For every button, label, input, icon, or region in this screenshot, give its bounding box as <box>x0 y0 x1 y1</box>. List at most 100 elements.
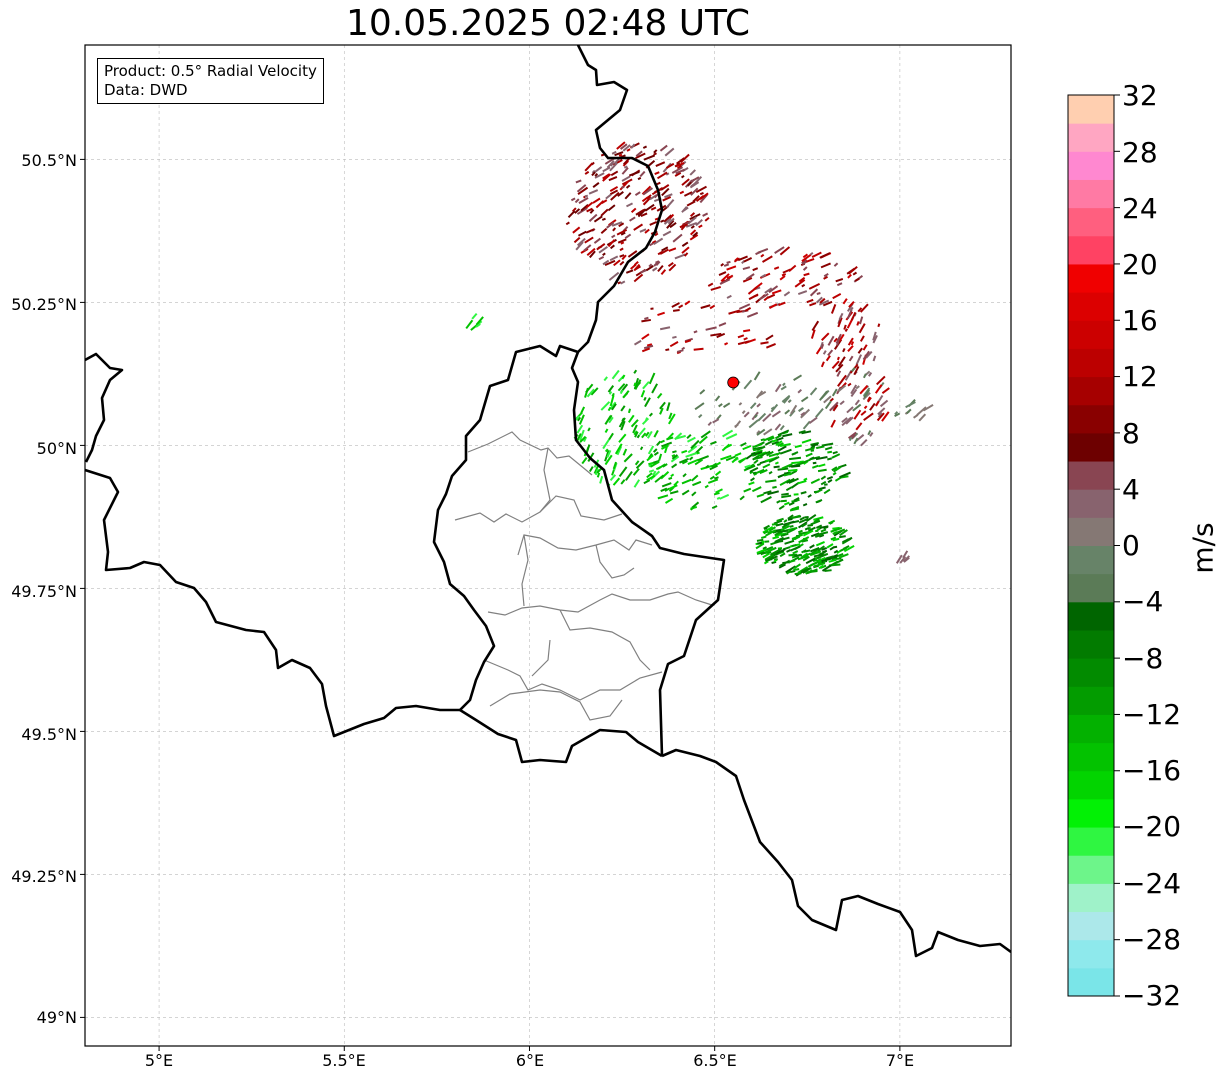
velocity-echo <box>787 559 796 564</box>
data-source-label: Data: DWD <box>104 81 188 99</box>
velocity-echo <box>734 452 742 457</box>
velocity-echo <box>633 479 641 488</box>
border-germany-france <box>661 748 1011 958</box>
velocity-echo <box>862 392 871 401</box>
velocity-echo <box>683 252 689 257</box>
velocity-echo <box>774 423 782 431</box>
velocity-echo <box>753 456 763 461</box>
colorbar-swatch <box>1068 770 1114 800</box>
velocity-echo <box>604 157 615 165</box>
velocity-echo <box>618 222 625 228</box>
velocity-echo <box>789 525 794 528</box>
velocity-echo <box>602 252 606 256</box>
velocity-echo <box>616 229 628 236</box>
velocity-echo <box>704 217 710 222</box>
velocity-echo <box>608 271 620 281</box>
velocity-echo <box>808 526 816 532</box>
velocity-echo <box>779 442 791 448</box>
velocity-echo <box>765 342 776 349</box>
velocity-echo <box>792 550 799 555</box>
velocity-echo <box>824 446 833 451</box>
velocity-echo <box>662 463 668 468</box>
velocity-echo <box>824 569 832 572</box>
velocity-echo <box>611 369 620 380</box>
velocity-echo <box>838 553 849 559</box>
velocity-echo <box>756 493 765 498</box>
velocity-echo <box>759 469 768 475</box>
velocity-echo <box>654 171 660 175</box>
velocity-echo <box>768 285 779 294</box>
velocity-echo <box>589 250 596 259</box>
velocity-echo <box>623 453 633 463</box>
velocity-echo <box>778 563 786 569</box>
velocity-echo <box>607 239 616 248</box>
velocity-echo <box>768 456 780 463</box>
velocity-echo <box>805 452 813 458</box>
velocity-echo <box>812 558 818 563</box>
velocity-echo <box>848 431 857 439</box>
velocity-echo <box>820 361 825 368</box>
velocity-echo <box>804 447 815 452</box>
velocity-echo <box>718 271 727 277</box>
colorbar-tick-label: 0 <box>1122 529 1140 562</box>
velocity-echo <box>801 539 809 543</box>
velocity-echo <box>852 271 858 276</box>
velocity-echo <box>743 379 753 390</box>
velocity-echo <box>593 465 600 474</box>
velocity-echo <box>737 458 745 463</box>
velocity-echo <box>848 301 855 308</box>
velocity-echo <box>643 344 654 350</box>
velocity-echo <box>781 394 791 403</box>
velocity-echo <box>756 548 767 554</box>
velocity-echo <box>803 549 811 553</box>
velocity-echo <box>862 344 868 351</box>
colorbar-swatch <box>1068 855 1114 884</box>
velocity-echo <box>823 488 831 495</box>
velocity-echo <box>689 234 699 241</box>
velocity-echo <box>639 170 646 178</box>
velocity-echo <box>872 355 877 362</box>
velocity-echo <box>834 466 841 472</box>
velocity-echo <box>780 536 790 541</box>
velocity-echo <box>744 307 752 312</box>
velocity-echo <box>848 266 858 275</box>
velocity-echo <box>699 194 708 204</box>
velocity-echo <box>574 208 581 214</box>
velocity-echo <box>828 563 841 567</box>
colorbar-swatch <box>1068 235 1114 265</box>
colorbar-swatch <box>1068 911 1114 941</box>
colorbar-tick-label: 12 <box>1122 360 1158 393</box>
velocity-echo <box>679 223 689 229</box>
velocity-echo <box>816 531 829 536</box>
velocity-echo <box>797 290 808 295</box>
velocity-echo <box>815 529 819 533</box>
velocity-echo <box>602 438 611 450</box>
velocity-echo <box>831 466 838 472</box>
velocity-echo <box>787 514 794 520</box>
velocity-echo <box>690 225 695 229</box>
velocity-echo <box>838 333 845 343</box>
velocity-echo <box>785 486 793 492</box>
velocity-echo <box>876 375 886 386</box>
velocity-echo <box>821 564 832 572</box>
velocity-echo <box>819 390 828 401</box>
velocity-echo <box>584 194 589 198</box>
velocity-echo <box>790 404 798 415</box>
velocity-echo <box>665 162 675 169</box>
velocity-echo <box>835 553 844 558</box>
velocity-echo <box>809 387 818 396</box>
velocity-echo <box>652 267 658 272</box>
velocity-echo <box>689 169 696 176</box>
velocity-echo <box>604 259 616 267</box>
velocity-echo <box>805 557 816 565</box>
colorbar-swatch <box>1068 292 1114 321</box>
velocity-echo <box>832 471 837 476</box>
velocity-echo <box>762 463 771 469</box>
velocity-echo <box>791 451 799 456</box>
velocity-echo <box>674 432 683 441</box>
canton-borders <box>454 431 713 721</box>
velocity-echo <box>640 269 648 274</box>
velocity-echo <box>847 273 852 279</box>
velocity-echo <box>771 289 782 295</box>
velocity-echo <box>661 187 670 197</box>
